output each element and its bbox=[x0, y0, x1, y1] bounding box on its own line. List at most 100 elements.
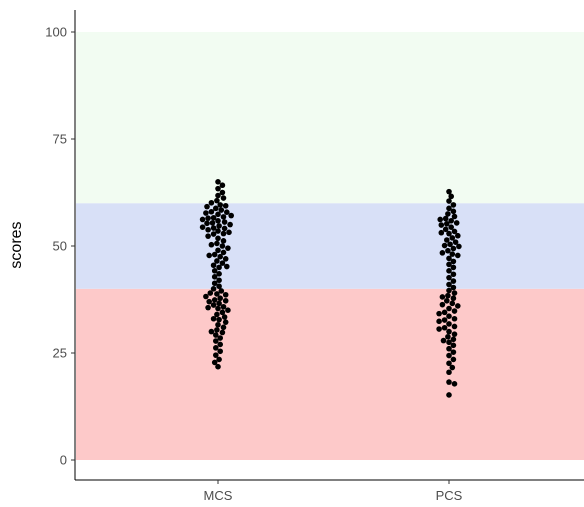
data-point bbox=[437, 216, 444, 223]
data-point bbox=[450, 258, 457, 265]
data-point bbox=[214, 258, 220, 264]
data-point bbox=[228, 212, 234, 219]
data-point bbox=[446, 345, 452, 352]
data-point bbox=[446, 305, 452, 312]
score-band-0 bbox=[76, 288, 584, 460]
data-point bbox=[221, 219, 228, 225]
data-point bbox=[210, 286, 217, 292]
data-point bbox=[446, 392, 452, 398]
data-point bbox=[450, 356, 457, 363]
data-point bbox=[205, 304, 211, 311]
axes bbox=[74, 10, 584, 481]
data-points bbox=[199, 179, 462, 398]
data-point bbox=[450, 284, 457, 291]
data-point bbox=[210, 302, 217, 308]
data-point bbox=[451, 290, 458, 296]
data-point bbox=[205, 215, 211, 221]
data-point bbox=[210, 262, 217, 269]
data-point bbox=[453, 220, 460, 226]
data-point bbox=[220, 230, 227, 237]
data-point bbox=[445, 247, 451, 254]
data-point bbox=[213, 345, 219, 351]
data-point bbox=[203, 210, 209, 216]
data-point bbox=[214, 240, 220, 247]
data-point bbox=[217, 253, 223, 260]
data-point bbox=[216, 356, 222, 363]
data-point bbox=[446, 287, 452, 294]
data-point bbox=[224, 209, 230, 215]
data-point bbox=[446, 198, 452, 204]
data-point bbox=[442, 226, 449, 233]
data-point bbox=[450, 278, 457, 284]
data-point bbox=[450, 342, 457, 349]
data-point bbox=[211, 297, 218, 303]
y-tick-label: 75 bbox=[53, 132, 67, 147]
data-point bbox=[209, 220, 216, 226]
data-point bbox=[204, 220, 210, 227]
data-point bbox=[439, 294, 446, 300]
data-point bbox=[450, 245, 457, 252]
data-point bbox=[217, 348, 223, 355]
data-point bbox=[220, 324, 227, 331]
data-point bbox=[220, 214, 227, 220]
data-point bbox=[215, 321, 221, 328]
data-point bbox=[217, 202, 223, 208]
data-point bbox=[436, 326, 442, 332]
data-point bbox=[448, 193, 455, 200]
data-point bbox=[449, 235, 456, 241]
data-point bbox=[446, 313, 452, 319]
data-point bbox=[451, 381, 458, 387]
data-point bbox=[442, 215, 449, 222]
y-tick-label: 0 bbox=[60, 453, 67, 468]
data-point bbox=[216, 300, 222, 307]
data-point bbox=[446, 360, 452, 367]
data-point bbox=[211, 280, 218, 287]
data-point bbox=[455, 252, 461, 259]
data-point bbox=[211, 268, 218, 274]
data-point bbox=[218, 207, 225, 213]
data-point bbox=[215, 192, 221, 199]
data-point bbox=[451, 315, 458, 322]
data-point bbox=[215, 217, 221, 224]
data-point bbox=[222, 291, 229, 298]
data-point bbox=[449, 251, 456, 257]
data-point bbox=[199, 216, 206, 223]
data-point bbox=[221, 225, 228, 232]
data-point bbox=[450, 295, 457, 302]
x-tick-label: MCS bbox=[204, 488, 233, 503]
data-point bbox=[217, 341, 223, 348]
data-point bbox=[203, 293, 209, 300]
data-point bbox=[210, 225, 217, 231]
data-point bbox=[219, 329, 226, 336]
data-point bbox=[224, 263, 230, 270]
data-point bbox=[438, 222, 445, 228]
data-point bbox=[220, 195, 227, 201]
data-point bbox=[451, 331, 458, 337]
data-point bbox=[456, 243, 462, 250]
data-point bbox=[447, 241, 453, 248]
data-point bbox=[207, 290, 214, 296]
data-point bbox=[210, 214, 217, 221]
data-point bbox=[222, 297, 229, 304]
data-point bbox=[450, 208, 457, 215]
data-point bbox=[441, 309, 448, 316]
data-point bbox=[216, 277, 222, 284]
data-point bbox=[216, 271, 222, 277]
data-point bbox=[439, 301, 446, 308]
data-point bbox=[449, 364, 456, 371]
x-tick-label: PCS bbox=[436, 488, 463, 503]
data-point bbox=[446, 379, 452, 385]
data-point bbox=[213, 352, 219, 358]
data-point bbox=[450, 271, 457, 278]
data-point bbox=[441, 317, 448, 323]
data-point bbox=[439, 250, 446, 256]
data-point bbox=[451, 323, 458, 330]
data-point bbox=[216, 264, 222, 271]
data-point bbox=[210, 231, 217, 237]
data-point bbox=[436, 318, 442, 325]
data-point bbox=[441, 242, 448, 249]
data-point bbox=[222, 202, 229, 209]
data-point bbox=[211, 359, 218, 366]
data-point bbox=[446, 328, 452, 335]
data-point bbox=[448, 224, 455, 230]
